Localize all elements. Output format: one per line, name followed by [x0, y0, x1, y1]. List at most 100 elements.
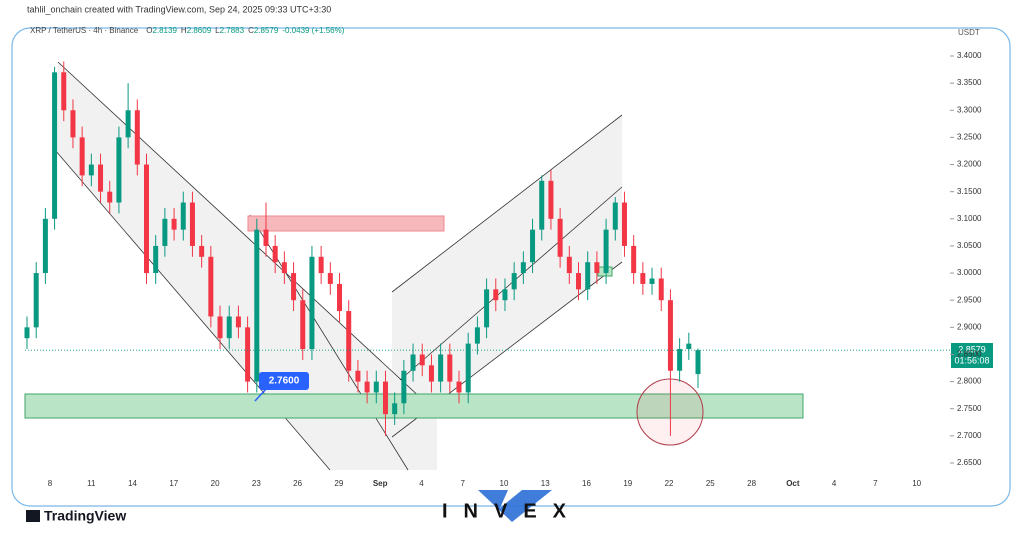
- candle-body: [79, 137, 85, 176]
- x-tick-label: 23: [252, 479, 261, 488]
- candle-body: [658, 278, 664, 301]
- ohlc-value: 2.8609: [187, 26, 212, 35]
- countdown: 01:56:08: [954, 355, 989, 365]
- ohlc-value: 2.8139: [152, 26, 177, 35]
- y-tick-label: 2.6500: [957, 458, 982, 467]
- x-tick-label: 25: [706, 479, 715, 488]
- candle-body: [548, 180, 554, 219]
- candle-body: [686, 343, 692, 350]
- candle-body: [612, 202, 618, 230]
- candle-body: [125, 110, 131, 138]
- candle-body: [52, 72, 58, 219]
- watermark: INVEX: [442, 500, 582, 522]
- candle-body: [621, 202, 627, 246]
- candle-body: [346, 311, 352, 371]
- candle-body: [493, 289, 499, 301]
- ohlc-value: 2.8579: [254, 26, 279, 35]
- y-tick-label: 2.9500: [957, 295, 982, 304]
- y-tick-label: 3.3500: [957, 78, 982, 87]
- x-tick-label: 10: [500, 479, 509, 488]
- candle-body: [263, 229, 269, 246]
- y-tick-label: 2.7500: [957, 404, 982, 413]
- price-badge: [951, 343, 993, 368]
- candle-body: [162, 218, 168, 246]
- candle-body: [401, 370, 407, 404]
- candle-body: [116, 137, 122, 203]
- candle-body: [594, 262, 600, 274]
- brand-logo: [26, 510, 40, 522]
- candle-body: [70, 110, 76, 138]
- candle-body: [24, 327, 30, 339]
- y-tick-label: 3.0500: [957, 241, 982, 250]
- y-tick-label: 3.2500: [957, 133, 982, 142]
- attribution: tahlil_onchain created with TradingView.…: [27, 4, 331, 14]
- x-tick-label: 29: [334, 479, 343, 488]
- candle-body: [373, 381, 379, 393]
- y-tick-label: 3.4000: [957, 51, 982, 60]
- x-tick-label: 13: [541, 479, 550, 488]
- candle-body: [153, 245, 159, 274]
- candle-body: [355, 370, 361, 382]
- candle-body: [566, 256, 572, 274]
- x-tick-label: 14: [128, 479, 137, 488]
- ohlc-label: H: [181, 26, 187, 35]
- y-tick-label: 2.8000: [957, 377, 982, 386]
- candle-body: [603, 229, 609, 274]
- y-tick-label: 3.3000: [957, 105, 982, 114]
- candle-body: [143, 164, 149, 274]
- candle-body: [419, 354, 425, 366]
- ohlc-value: 2.7883: [220, 26, 245, 35]
- y-tick-label: 3.1500: [957, 187, 982, 196]
- symbol: XRP / TetherUS · 4h · Binance: [30, 26, 139, 35]
- last-price: 2.8579: [958, 344, 986, 354]
- candle-body: [254, 229, 260, 382]
- y-tick-label: 3.2000: [957, 160, 982, 169]
- channel-line: [391, 114, 623, 293]
- candle-body: [217, 316, 223, 339]
- candle-body: [576, 273, 582, 290]
- candle-body: [364, 381, 370, 393]
- candle-body: [382, 381, 388, 415]
- x-tick-label: 4: [419, 479, 424, 488]
- candle-body: [410, 354, 416, 371]
- y-tick-label: 2.8500: [957, 350, 982, 359]
- candle-body: [189, 202, 195, 246]
- candle-body: [245, 327, 251, 382]
- candle-body: [61, 72, 67, 111]
- candle-body: [226, 316, 232, 339]
- level-label-box: [259, 372, 309, 390]
- candle-body: [272, 245, 278, 263]
- symbol-legend: XRP / TetherUS · 4h · Binance O2.8139 H2.8…: [30, 26, 345, 35]
- candle-body: [327, 273, 333, 284]
- x-tick-label: 7: [460, 479, 465, 488]
- x-tick-label: 11: [87, 479, 96, 488]
- x-tick-label: 17: [169, 479, 178, 488]
- candle-body: [392, 403, 398, 415]
- watermark-logo: [478, 490, 552, 522]
- level-label: 2.7600: [269, 376, 300, 387]
- demand-zone: [24, 393, 804, 419]
- candle-body: [447, 354, 453, 382]
- y-tick-label: 3.1000: [957, 214, 982, 223]
- candle-body: [474, 327, 480, 344]
- channel-shade: [55, 62, 437, 470]
- candle-body: [631, 245, 637, 274]
- candle-body: [677, 349, 683, 371]
- x-tick-label: 8: [48, 479, 53, 488]
- candle-body: [530, 229, 536, 263]
- x-tick-label: 19: [623, 479, 632, 488]
- candle-body: [291, 273, 297, 301]
- ohlc-label: C: [248, 26, 254, 35]
- candle-body: [300, 300, 306, 350]
- candle-body: [502, 289, 508, 301]
- candle-body: [465, 343, 471, 393]
- candle-body: [511, 273, 517, 290]
- candle-body: [539, 180, 545, 230]
- candle-body: [557, 218, 563, 257]
- x-tick-label: 28: [747, 479, 756, 488]
- candle-body: [199, 245, 205, 257]
- x-tick-label: 10: [912, 479, 921, 488]
- candle-body: [171, 218, 177, 230]
- candle-body: [88, 164, 94, 176]
- candle-body: [520, 262, 526, 274]
